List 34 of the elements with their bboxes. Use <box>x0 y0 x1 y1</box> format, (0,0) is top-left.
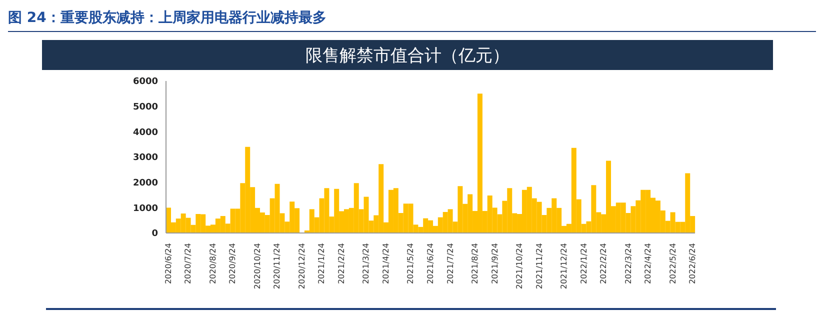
x-tick-label: 2022/5/24 <box>668 243 678 284</box>
x-tick-label: 2020/12/24 <box>297 243 306 290</box>
x-tick-label: 2022/1/24 <box>579 243 588 284</box>
y-tick-label: 1000 <box>132 204 158 214</box>
y-tick-label: 0 <box>152 229 158 240</box>
x-tick-label: 2021/4/24 <box>382 243 391 284</box>
x-tick-label: 2022/3/24 <box>624 243 633 284</box>
x-tick-label: 2021/3/24 <box>362 243 371 284</box>
x-tick-label: 2021/12/24 <box>559 243 568 290</box>
x-tick-label: 2020/7/24 <box>184 243 193 284</box>
x-tick-label: 2021/11/24 <box>534 243 544 290</box>
x-tick-label: 2020/10/24 <box>252 243 262 290</box>
x-tick-label: 2020/11/24 <box>272 243 282 290</box>
x-tick-label: 2022/6/24 <box>688 243 698 284</box>
x-tick-label: 2020/9/24 <box>228 243 238 284</box>
x-tick-label: 2021/5/24 <box>406 243 416 284</box>
x-tick-label: 2022/4/24 <box>644 243 653 284</box>
y-tick-label: 3000 <box>132 153 158 164</box>
x-tick-label: 2021/1/24 <box>317 243 326 284</box>
x-tick-label: 2021/2/24 <box>337 243 346 284</box>
chart-subtitle: 限售解禁市值合计（亿元） <box>42 40 773 70</box>
y-tick-label: 4000 <box>132 128 158 138</box>
x-tick-label: 2021/10/24 <box>514 243 524 290</box>
x-tick-label: 2022/2/24 <box>599 243 608 284</box>
y-tick-label: 6000 <box>132 77 158 88</box>
y-tick-label: 5000 <box>132 102 158 113</box>
x-tick-label: 2021/7/24 <box>446 243 455 284</box>
x-tick-label: 2021/6/24 <box>426 243 435 284</box>
y-tick-label: 2000 <box>132 178 158 189</box>
x-tick-label: 2020/8/24 <box>208 243 218 284</box>
x-tick-label: 2020/6/24 <box>164 243 173 284</box>
x-tick-label: 2021/8/24 <box>470 243 480 284</box>
x-tick-label: 2021/9/24 <box>490 243 500 284</box>
chart-title: 图 24：重要股东减持：上周家用电器行业减持最多 <box>8 8 816 32</box>
